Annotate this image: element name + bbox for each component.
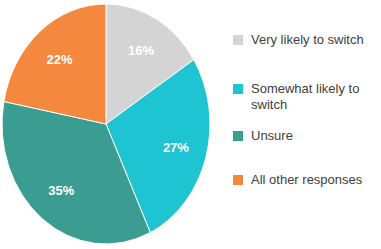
data-label: 35%	[48, 183, 74, 198]
legend-item: Very likely to switch	[233, 32, 369, 48]
data-label: 22%	[47, 52, 73, 67]
legend-label: Somewhat likely to switch	[251, 81, 369, 113]
data-label: 27%	[163, 140, 189, 155]
slices	[2, 4, 210, 244]
legend-label: Unsure	[251, 128, 369, 144]
legend-swatch	[233, 175, 243, 185]
legend-item: Unsure	[233, 128, 369, 144]
legend-swatch	[233, 131, 243, 141]
pie-slice	[4, 4, 106, 124]
legend-swatch	[233, 35, 243, 45]
legend-item: All other responses	[233, 172, 369, 188]
data-label: 16%	[128, 43, 154, 58]
legend-item: Somewhat likely to switch	[233, 81, 369, 113]
data-labels: 16% 27% 35% 22%	[47, 43, 190, 198]
chart-container: 16% 27% 35% 22% Very likely to switch Somewh…	[0, 0, 381, 249]
pie-slice	[2, 102, 150, 244]
legend-label: Very likely to switch	[251, 32, 369, 48]
legend-label: All other responses	[251, 172, 369, 188]
legend-swatch	[233, 84, 243, 94]
